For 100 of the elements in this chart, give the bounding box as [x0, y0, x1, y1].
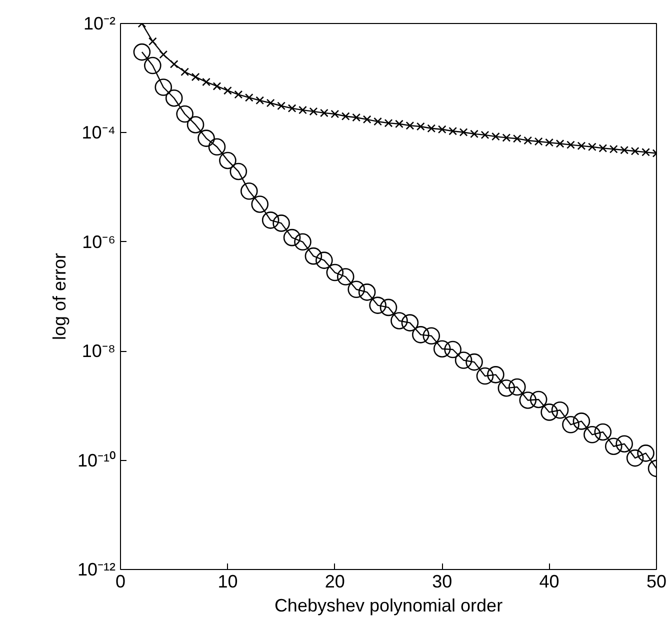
- point: [540, 404, 558, 421]
- point: [191, 72, 200, 82]
- point: [620, 146, 629, 154]
- point: [444, 340, 462, 358]
- point: [637, 444, 654, 462]
- point: [502, 134, 511, 142]
- point: [262, 212, 280, 229]
- x-tick-label: 40: [539, 572, 560, 592]
- point: [492, 132, 500, 141]
- point: [466, 353, 483, 371]
- point: [588, 142, 596, 152]
- point: [642, 148, 650, 156]
- point: [348, 280, 365, 298]
- point: [341, 112, 350, 120]
- x-axis-title: Chebyshev polynomial order: [274, 596, 503, 616]
- point: [294, 233, 312, 251]
- point: [459, 128, 468, 136]
- point: [180, 68, 190, 76]
- point: [234, 90, 243, 99]
- x-tick-label: 20: [324, 572, 345, 592]
- point: [159, 50, 168, 59]
- point: [390, 312, 408, 330]
- point: [316, 252, 333, 269]
- point: [422, 327, 440, 345]
- point: [320, 108, 328, 118]
- y-tick-label: 10⁻⁸: [82, 341, 116, 362]
- point: [230, 162, 248, 180]
- point: [556, 139, 564, 148]
- y-tick-label: 10⁻⁴: [82, 122, 116, 143]
- point: [584, 426, 601, 444]
- point: [133, 43, 151, 61]
- point: [326, 264, 344, 282]
- point: [208, 138, 226, 156]
- point: [384, 118, 393, 128]
- point: [598, 144, 608, 152]
- point: [374, 117, 382, 126]
- point: [508, 378, 526, 396]
- point: [309, 107, 318, 116]
- point: [566, 140, 575, 149]
- point: [577, 142, 586, 150]
- y-axis-title: log of error: [49, 252, 70, 340]
- point: [198, 130, 215, 147]
- point: [448, 126, 458, 136]
- point: [362, 115, 372, 124]
- point: [176, 105, 194, 123]
- point: [277, 102, 286, 110]
- y-tick-label: 10⁻²: [83, 14, 116, 34]
- point: [476, 367, 494, 385]
- point: [219, 152, 236, 170]
- point: [512, 134, 522, 143]
- point: [148, 37, 157, 46]
- point: [266, 98, 275, 108]
- point: [244, 93, 254, 102]
- point: [545, 138, 554, 147]
- point: [352, 113, 361, 122]
- point: [626, 449, 644, 467]
- point: [534, 137, 543, 146]
- point: [406, 121, 414, 130]
- point: [283, 228, 301, 246]
- point: [369, 296, 386, 314]
- point: [272, 214, 290, 232]
- x-tick-label: 30: [432, 572, 452, 592]
- point: [470, 130, 478, 138]
- point: [433, 340, 451, 358]
- point: [572, 412, 590, 430]
- point: [186, 116, 204, 134]
- point: [380, 298, 398, 316]
- point: [256, 96, 264, 105]
- point: [498, 379, 516, 397]
- point: [395, 120, 404, 128]
- point: [298, 106, 307, 114]
- point: [330, 110, 340, 118]
- point: [630, 146, 640, 156]
- point: [427, 124, 436, 133]
- point: [487, 366, 504, 384]
- point: [202, 78, 210, 86]
- y-tick-label: 10⁻¹⁰: [77, 450, 116, 470]
- point: [240, 182, 258, 200]
- point: [304, 247, 322, 265]
- point: [551, 401, 569, 419]
- point: [154, 78, 172, 96]
- point: [144, 56, 162, 74]
- point: [524, 136, 532, 145]
- point: [616, 435, 633, 452]
- point: [609, 144, 618, 154]
- y-tick-label: 10⁻⁶: [82, 232, 116, 252]
- point: [358, 284, 376, 301]
- point: [454, 352, 472, 369]
- point: [530, 390, 548, 408]
- point: [212, 82, 222, 90]
- point: [165, 89, 183, 107]
- point: [438, 125, 446, 134]
- point: [336, 268, 354, 286]
- point: [519, 392, 537, 409]
- point: [562, 416, 580, 434]
- point: [401, 314, 419, 332]
- x-tick-label: 10: [218, 572, 238, 592]
- point: [288, 104, 296, 112]
- point: [604, 438, 622, 455]
- point: [594, 423, 612, 441]
